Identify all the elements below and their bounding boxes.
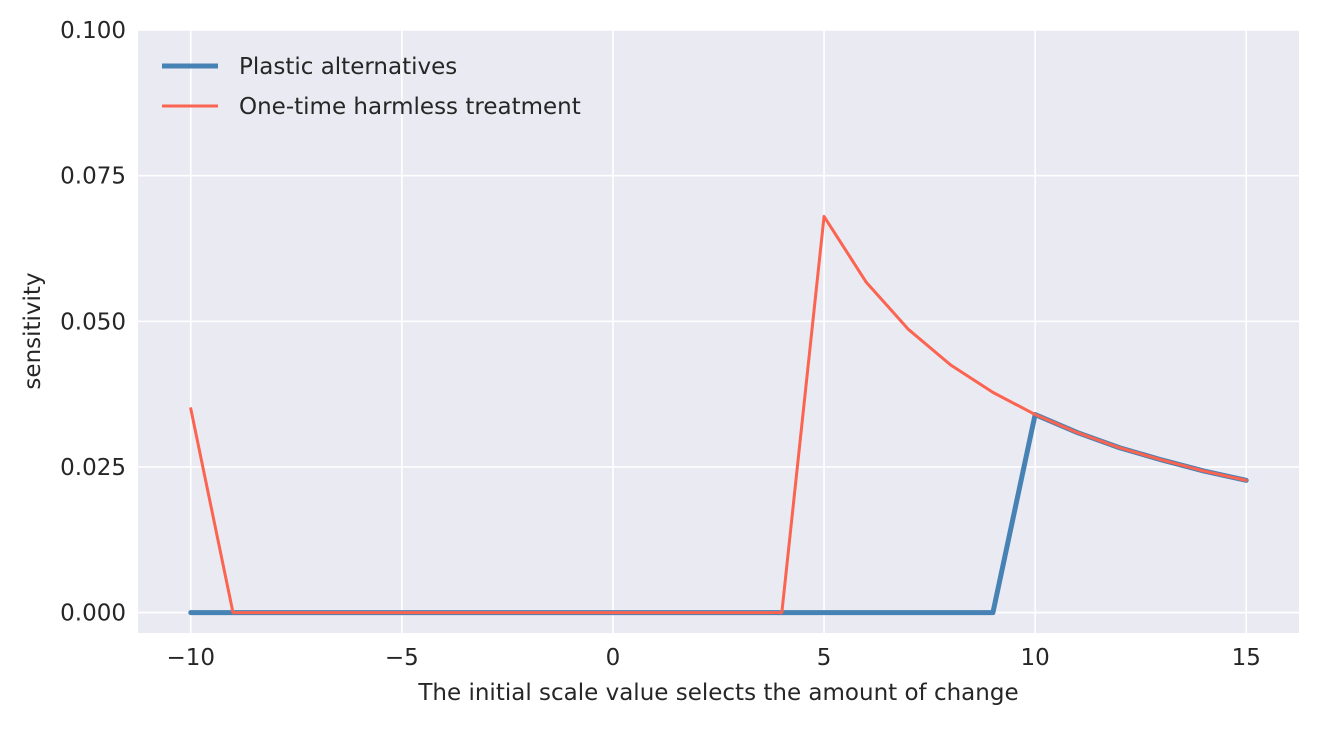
legend-label: Plastic alternatives bbox=[239, 54, 457, 80]
x-tick-label: −5 bbox=[385, 645, 419, 671]
series-line-2 bbox=[189, 214, 1248, 615]
y-axis-label: sensitivity bbox=[20, 272, 46, 389]
legend: Plastic alternatives One-time harmless tr… bbox=[162, 54, 581, 120]
series-lines bbox=[188, 214, 1249, 616]
y-tick-label: 0.025 bbox=[60, 455, 126, 481]
y-tick-label: 0.000 bbox=[60, 601, 126, 627]
plot-area-background bbox=[138, 30, 1299, 633]
x-tick-label: 15 bbox=[1232, 645, 1261, 671]
x-axis-label: The initial scale value selects the amou… bbox=[417, 680, 1018, 706]
x-tick-label: −10 bbox=[166, 645, 215, 671]
tick-labels: −10 −5 0 5 10 15 0.000 0.025 0.050 0.075 0.100 bbox=[60, 18, 1261, 671]
x-tick-label: 0 bbox=[606, 645, 621, 671]
y-tick-label: 0.050 bbox=[60, 309, 126, 335]
y-tick-label: 0.100 bbox=[60, 18, 126, 44]
y-tick-label: 0.075 bbox=[60, 164, 126, 190]
x-tick-label: 5 bbox=[817, 645, 832, 671]
x-tick-label: 10 bbox=[1020, 645, 1049, 671]
legend-label: One-time harmless treatment bbox=[239, 94, 581, 120]
